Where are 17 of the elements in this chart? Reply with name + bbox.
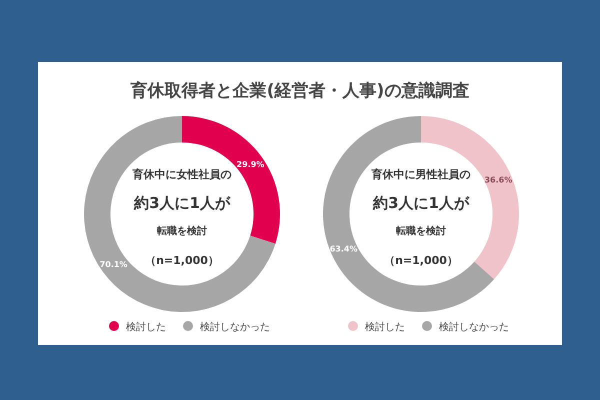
text: 育休中に女性社員の <box>132 168 232 181</box>
legend-label: 検討しなかった <box>200 321 270 333</box>
text: 約3人に1人が <box>372 194 470 212</box>
text: 約3人に1人が <box>133 194 231 212</box>
legend-label: 検討した <box>126 321 166 333</box>
text: 転職を検討 <box>156 225 207 237</box>
legend-label: 検討しなかった <box>439 321 509 333</box>
text: （n=1,000） <box>145 254 219 267</box>
chart-title: 育休取得者と企業(経営者・人事)の意識調査 <box>130 80 470 101</box>
data-label: 36.6% <box>484 175 512 184</box>
text: 転職を検討 <box>395 225 446 237</box>
text: （n=1,000） <box>384 254 458 267</box>
legend-label: 検討した <box>365 321 405 333</box>
data-label: 29.9% <box>236 160 264 169</box>
data-label: 70.1% <box>100 260 128 270</box>
data-label: 63.4% <box>330 244 358 254</box>
text: 育休中に男性社員の <box>370 168 470 181</box>
